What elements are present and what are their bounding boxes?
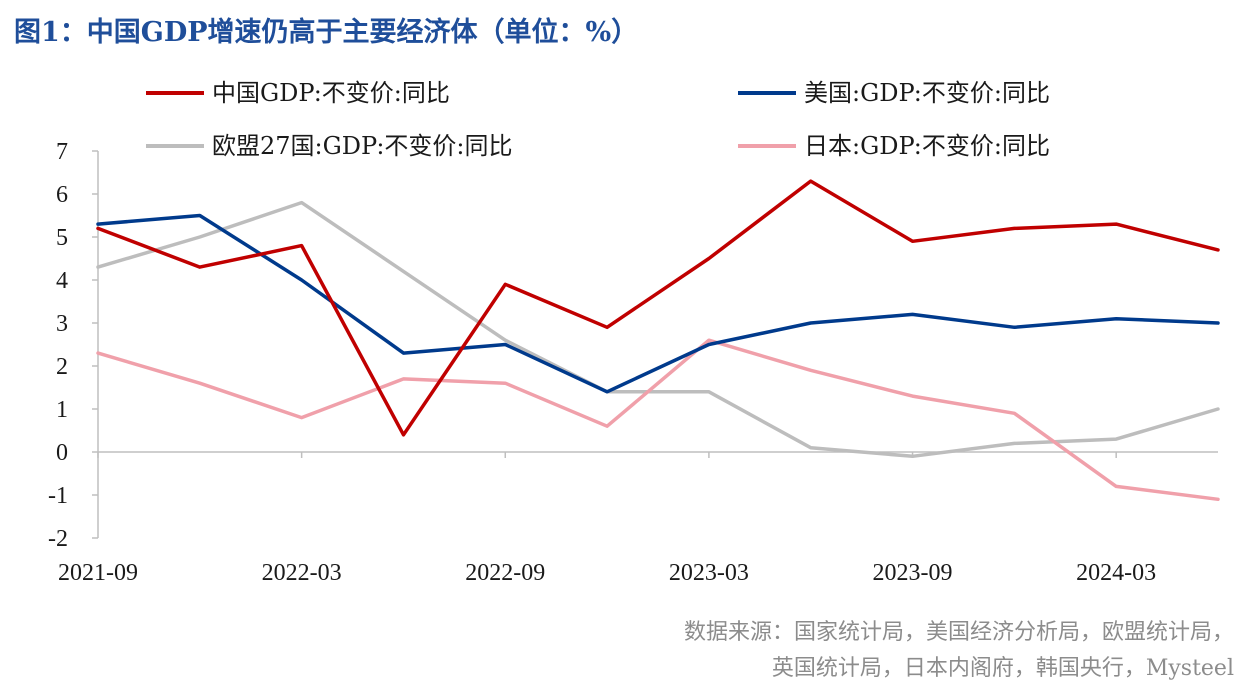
x-tick-label: 2024-03 — [1076, 560, 1156, 586]
legend-label-1: 美国:GDP:不变价:同比 — [804, 79, 1050, 107]
y-tick-label: 5 — [56, 225, 68, 251]
chart-title: 图1：中国GDP增速仍高于主要经济体（单位：%） — [14, 17, 639, 48]
y-tick-label: -1 — [48, 483, 68, 509]
series-line-0 — [96, 179, 1220, 437]
y-tick-label: 3 — [56, 311, 68, 337]
legend-label-0: 中国GDP:不变价:同比 — [212, 79, 450, 107]
y-tick-label: 2 — [56, 354, 68, 380]
x-tick-label: 2022-09 — [465, 560, 545, 586]
x-tick-label: 2023-09 — [873, 560, 953, 586]
y-tick-label: 4 — [56, 268, 68, 294]
y-tick-label: 0 — [56, 440, 68, 466]
y-tick-label: -2 — [48, 526, 68, 552]
legend-label-2: 欧盟27国:GDP:不变价:同比 — [212, 132, 513, 160]
y-tick-label: 7 — [56, 139, 68, 165]
x-tick-label: 2022-03 — [262, 560, 342, 586]
series-line-2 — [96, 200, 1220, 459]
legend-label-3: 日本:GDP:不变价:同比 — [804, 132, 1050, 160]
source-note-line1: 数据来源：国家统计局，美国经济分析局，欧盟统计局， — [683, 620, 1234, 645]
source-note-line2: 英国统计局，日本内阁府，韩国央行，Mysteel — [771, 656, 1234, 681]
axes: -2 -1 0 1 2 3 4 5 6 7 2021-09 2022-03 2022-09 2023-03… — [48, 139, 1218, 586]
plot-lines — [96, 179, 1220, 502]
y-tick-label: 1 — [56, 397, 68, 423]
x-tick-label: 2023-03 — [669, 560, 749, 586]
y-tick-label: 6 — [56, 182, 68, 208]
series-line-1 — [96, 213, 1220, 394]
x-tick-label: 2021-09 — [58, 560, 138, 586]
series-line-3 — [96, 338, 1220, 502]
legend: 中国GDP:不变价:同比 美国:GDP:不变价:同比欧盟27国:GDP:不变价:同… — [146, 79, 1050, 160]
